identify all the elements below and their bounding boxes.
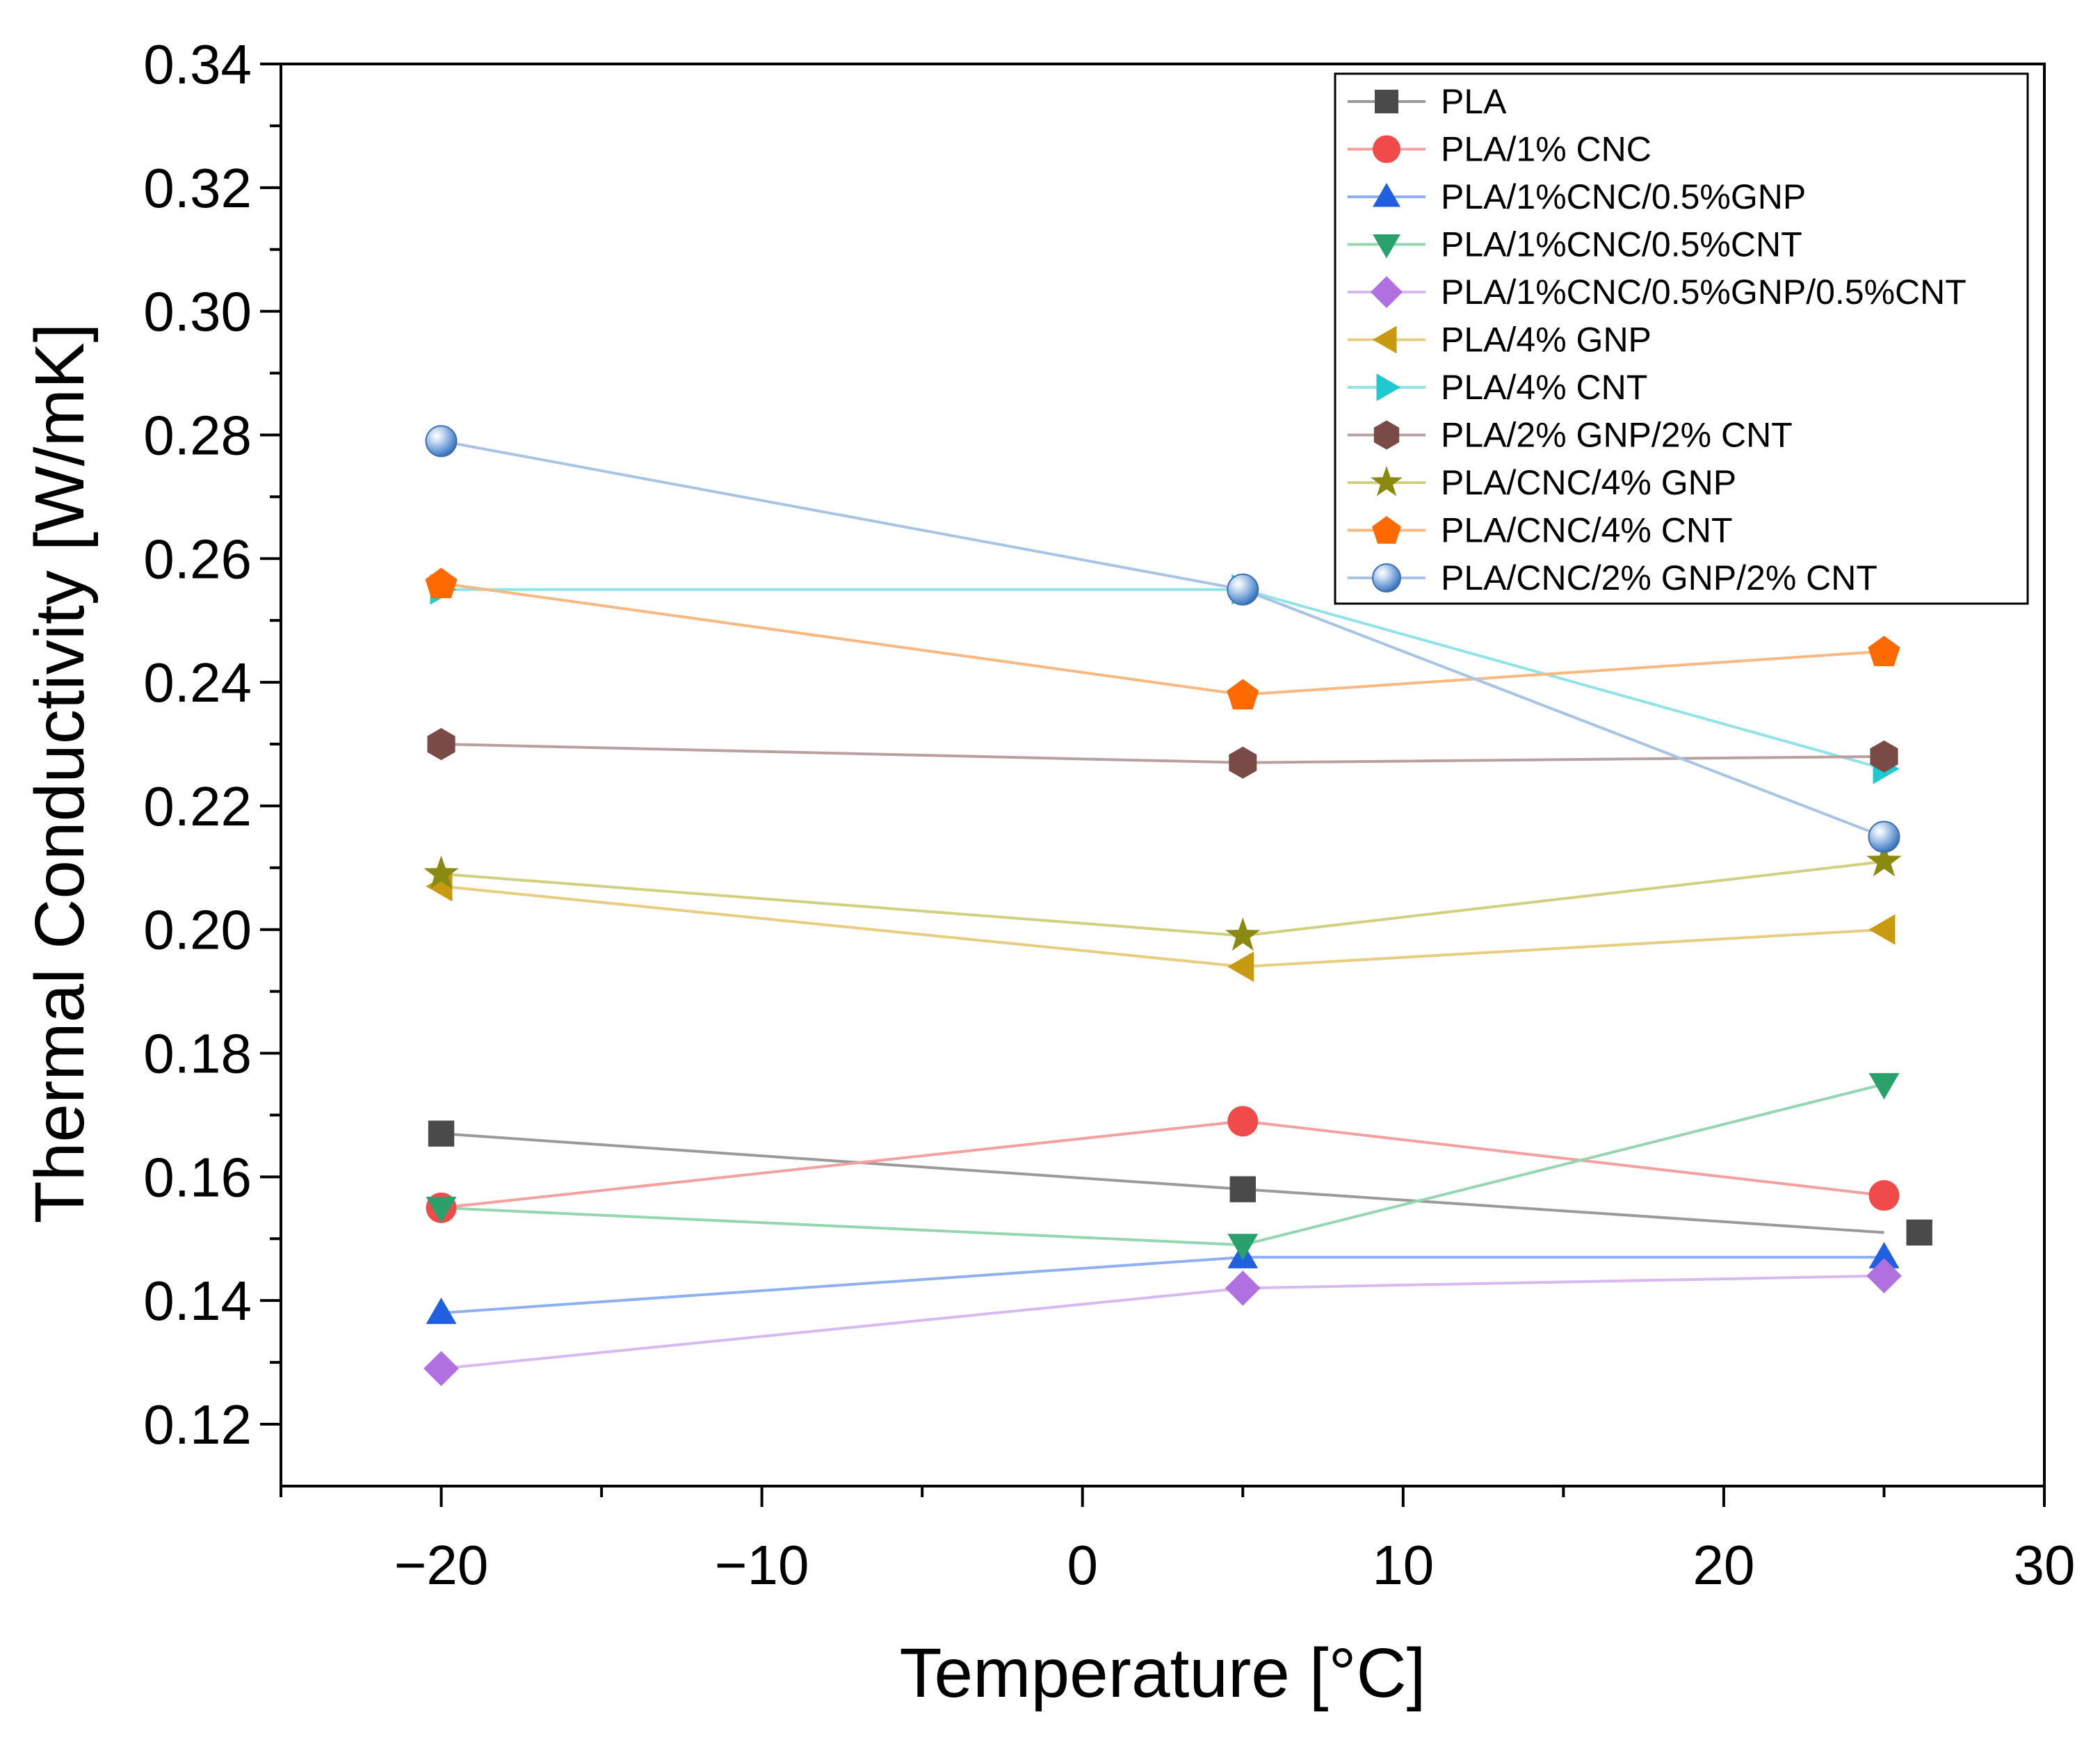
x-axis-ticks: −20 −10 0 10 20 30 bbox=[280, 1486, 2076, 1596]
data-point-s5-p3 bbox=[1866, 1258, 1902, 1293]
data-point-s11-p2 bbox=[1227, 573, 1259, 606]
y-tick-label: 0.14 bbox=[143, 1270, 252, 1332]
data-point-s11-p3 bbox=[1868, 821, 1900, 853]
legend-label: PLA/1%CNC/0.5%GNP bbox=[1441, 177, 1806, 216]
x-tick-label: 10 bbox=[1372, 1534, 1434, 1596]
x-tick-label: 20 bbox=[1693, 1534, 1754, 1596]
y-tick-label: 0.32 bbox=[143, 157, 252, 219]
legend-marker bbox=[1371, 276, 1403, 308]
series-line-5 bbox=[441, 1274, 1884, 1370]
data-point-s2-p3 bbox=[1868, 1180, 1900, 1211]
y-tick-label: 0.20 bbox=[143, 899, 252, 961]
y-tick-label: 0.12 bbox=[143, 1394, 252, 1455]
data-point-s5-p2 bbox=[1225, 1271, 1261, 1306]
data-point-s9-p2 bbox=[1225, 917, 1261, 951]
data-point-s3-p3 bbox=[1868, 1241, 1900, 1268]
y-tick-label: 0.16 bbox=[143, 1146, 252, 1208]
y-tick-label: 0.34 bbox=[143, 33, 252, 95]
data-point-s3-p1 bbox=[426, 1298, 457, 1324]
data-point-s1-p1 bbox=[428, 1120, 455, 1147]
data-point-s11-p1 bbox=[425, 425, 458, 458]
legend-marker bbox=[1376, 373, 1400, 401]
legend-marker bbox=[1375, 90, 1398, 113]
data-point-s5-p1 bbox=[423, 1350, 459, 1387]
y-axis-title: Thermal Conductivity [W/mK] bbox=[21, 323, 99, 1224]
legend-label: PLA/CNC/2% GNP/2% CNT bbox=[1441, 558, 1877, 597]
y-tick-label: 0.18 bbox=[143, 1023, 252, 1085]
data-point-s10-p2 bbox=[1227, 679, 1259, 710]
data-point-s10-p1 bbox=[425, 567, 458, 599]
legend-label: PLA/4% CNT bbox=[1441, 368, 1647, 407]
legend-marker bbox=[1372, 563, 1401, 592]
legend-label: PLA/CNC/4% GNP bbox=[1441, 463, 1736, 502]
x-tick-label: −20 bbox=[394, 1534, 489, 1596]
series-markers bbox=[423, 425, 1932, 1387]
legend-label: PLA/1% CNC bbox=[1441, 130, 1651, 169]
legend-label: PLA/1%CNC/0.5%CNT bbox=[1441, 225, 1802, 264]
series-line-3 bbox=[441, 1255, 1884, 1314]
y-tick-label: 0.30 bbox=[143, 281, 252, 343]
legend-marker bbox=[1373, 135, 1400, 163]
data-point-s4-p3 bbox=[1868, 1073, 1900, 1099]
data-point-s8-p1 bbox=[427, 727, 455, 761]
legend-marker bbox=[1371, 466, 1403, 497]
legend-marker bbox=[1373, 234, 1400, 259]
legend-label: PLA/1%CNC/0.5%GNP/0.5%CNT bbox=[1441, 273, 1966, 312]
data-point-s8-p2 bbox=[1229, 746, 1257, 779]
legend-box bbox=[1334, 72, 2029, 605]
y-axis-ticks: 0.12 0.14 0.16 0.18 0.20 0.22 0.24 0.26 0.28 0.30… bbox=[143, 33, 281, 1455]
data-point-s4-p2 bbox=[1227, 1234, 1259, 1261]
plot-frame bbox=[280, 63, 2046, 1487]
series-line-4 bbox=[441, 1083, 1884, 1247]
series-line-9 bbox=[441, 860, 1884, 937]
data-point-s6-p3 bbox=[1868, 914, 1896, 945]
x-tick-label: −10 bbox=[715, 1534, 809, 1596]
legend-label: PLA bbox=[1441, 82, 1507, 121]
data-point-s9-p1 bbox=[423, 855, 459, 889]
series-line-6 bbox=[441, 885, 1884, 969]
data-point-s1-p3 bbox=[1906, 1219, 1932, 1246]
legend-marker bbox=[1372, 516, 1401, 544]
data-point-s1-p2 bbox=[1229, 1176, 1256, 1202]
data-point-s8-p3 bbox=[1870, 740, 1898, 773]
x-tick-label: 30 bbox=[2014, 1534, 2076, 1596]
data-point-s9-p3 bbox=[1866, 843, 1902, 877]
data-point-s10-p3 bbox=[1868, 636, 1900, 666]
y-tick-label: 0.26 bbox=[143, 528, 252, 590]
data-point-s4-p1 bbox=[426, 1196, 457, 1223]
x-axis-title: Temperature [°C] bbox=[900, 1634, 1426, 1712]
legend-label: PLA/2% GNP/2% CNT bbox=[1441, 416, 1793, 455]
data-point-s2-p2 bbox=[1227, 1106, 1259, 1137]
legend-marker bbox=[1373, 420, 1400, 450]
series-line-2 bbox=[441, 1120, 1884, 1209]
legend-marker bbox=[1373, 183, 1400, 207]
x-tick-label: 0 bbox=[1067, 1534, 1098, 1596]
legend-label: PLA/CNC/4% CNT bbox=[1441, 511, 1733, 550]
legend-label: PLA/4% GNP bbox=[1441, 321, 1651, 360]
legend: PLA PLA/1% CNC PLA/1%CNC/0.5%GNP PLA/1%CNC/… bbox=[1334, 72, 2029, 605]
y-tick-label: 0.22 bbox=[143, 775, 252, 837]
data-point-s6-p2 bbox=[1227, 951, 1254, 982]
y-tick-label: 0.28 bbox=[143, 404, 252, 466]
y-tick-label: 0.24 bbox=[143, 652, 252, 713]
series-line-7 bbox=[441, 588, 1885, 771]
legend-marker bbox=[1373, 325, 1397, 354]
